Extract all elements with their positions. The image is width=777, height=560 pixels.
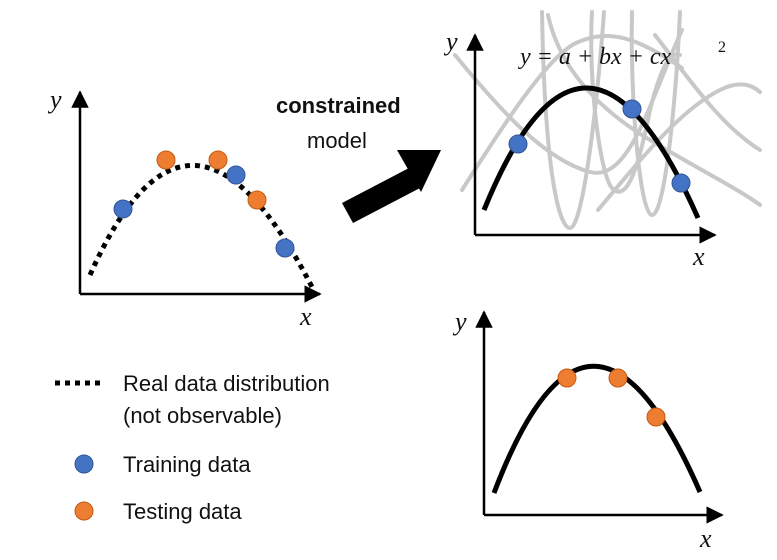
testing-point [156,150,176,170]
transition-arrow-group: constrained model [276,93,441,223]
training-point [622,99,642,119]
top-right-plot: y x y = a + bx + cx 2 [443,10,762,271]
candidate-curve [629,10,682,218]
bottom-right-plot: y x [452,307,724,553]
legend-training-icon [74,454,94,474]
top-right-y-label: y [443,27,458,56]
predicted-curve [491,364,703,494]
bottom-right-y-label: y [452,307,467,336]
candidate-curve [453,28,684,175]
legend-real-data-note: (not observable) [123,403,282,428]
legend-real-data-label: Real data distribution [123,371,330,396]
testing-point [557,368,577,388]
left-plot: y x [47,85,322,331]
candidate-curves [453,10,762,231]
candidate-curve [589,10,682,194]
arrow-label-bold: constrained [276,93,401,118]
fitted-curve [481,85,701,220]
training-point [226,165,246,185]
right-arrow-body [342,168,420,223]
legend: Real data distribution (not observable) … [55,371,330,524]
training-point [508,134,528,154]
legend-training-label: Training data [123,452,251,477]
right-arrow-head [397,150,441,192]
training-point [671,173,691,193]
real-distribution-curve [87,162,315,289]
legend-testing-label: Testing data [123,499,242,524]
model-formula-exponent: 2 [718,39,726,56]
left-y-label: y [47,85,62,114]
candidate-curve [460,34,684,192]
candidate-curve [596,82,762,212]
left-x-label: x [299,302,312,331]
top-right-x-label: x [692,242,705,271]
bottom-right-x-label: x [699,524,712,553]
candidate-curve [546,13,762,207]
testing-point [608,368,628,388]
testing-point [247,190,267,210]
model-formula: y = a + bx + cx [518,44,672,70]
testing-point [208,150,228,170]
testing-point [646,407,666,427]
arrow-label: model [307,128,367,153]
candidate-curve [653,33,762,152]
legend-testing-icon [74,501,94,521]
training-point [275,238,295,258]
training-point [113,199,133,219]
